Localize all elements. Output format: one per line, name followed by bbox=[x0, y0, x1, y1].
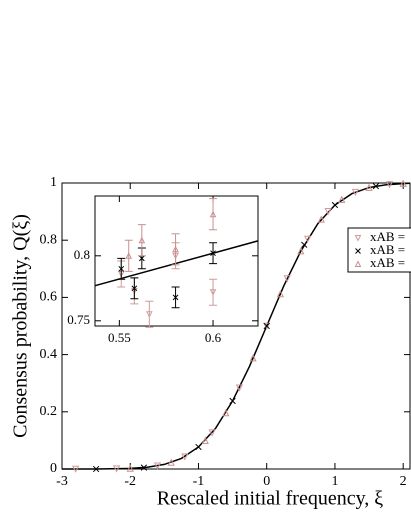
marker bbox=[125, 252, 133, 259]
x-tick-label: 0 bbox=[263, 474, 270, 489]
marker bbox=[301, 241, 308, 248]
marker bbox=[172, 245, 179, 253]
y-tick-label: 0.2 bbox=[40, 404, 58, 419]
marker bbox=[195, 443, 202, 451]
y-tick-label: 1 bbox=[50, 175, 57, 190]
error-bar bbox=[171, 233, 180, 266]
x-tick-label: 2 bbox=[400, 474, 407, 489]
marker bbox=[365, 183, 373, 191]
marker bbox=[208, 429, 216, 437]
x-tick-label: -2 bbox=[124, 474, 136, 489]
marker bbox=[385, 181, 394, 189]
marker bbox=[399, 179, 407, 187]
marker bbox=[201, 436, 209, 444]
marker bbox=[372, 182, 380, 190]
y-axis-label: Consensus probability, Q(ξ) bbox=[10, 214, 32, 438]
marker bbox=[167, 458, 175, 466]
marker bbox=[138, 255, 145, 262]
marker bbox=[297, 247, 305, 255]
legend-marker bbox=[355, 248, 361, 254]
legend-label: xAB = bbox=[370, 229, 405, 244]
marker bbox=[140, 464, 148, 471]
error-bar bbox=[209, 198, 218, 231]
marker bbox=[138, 236, 146, 244]
marker bbox=[283, 275, 291, 283]
marker bbox=[249, 354, 257, 362]
legend-label: xAB = bbox=[370, 242, 405, 257]
marker bbox=[351, 188, 360, 197]
x-tick-label: 0.6 bbox=[205, 330, 222, 345]
x-tick-label: 0.55 bbox=[108, 330, 131, 345]
x-tick-label: -1 bbox=[193, 474, 205, 489]
error-bar bbox=[209, 278, 218, 306]
marker bbox=[331, 201, 339, 209]
marker bbox=[153, 462, 162, 470]
marker bbox=[304, 235, 312, 243]
y-tick-label: 0.4 bbox=[40, 347, 58, 362]
marker bbox=[338, 195, 346, 203]
fit-line bbox=[61, 182, 411, 470]
error-bar bbox=[137, 224, 146, 257]
marker bbox=[209, 289, 217, 296]
marker bbox=[72, 465, 80, 473]
marker bbox=[209, 210, 217, 218]
marker bbox=[276, 290, 284, 298]
fit-line bbox=[94, 240, 259, 287]
legend-marker bbox=[354, 260, 362, 267]
x-tick-label: 1 bbox=[331, 474, 338, 489]
marker bbox=[317, 215, 325, 223]
error-bar bbox=[145, 300, 154, 328]
marker bbox=[222, 409, 230, 417]
y-tick-label: 0.6 bbox=[40, 290, 58, 305]
marker bbox=[146, 311, 153, 318]
marker bbox=[118, 265, 125, 272]
error-bar bbox=[124, 239, 133, 272]
marker bbox=[92, 465, 100, 473]
legend-label: xAB = bbox=[370, 255, 405, 270]
marker bbox=[210, 250, 216, 257]
marker bbox=[324, 208, 332, 216]
marker bbox=[263, 322, 271, 330]
marker bbox=[263, 322, 270, 330]
y-tick-label: 0.8 bbox=[40, 232, 58, 247]
marker bbox=[112, 465, 121, 473]
x-tick-label: -3 bbox=[56, 474, 68, 489]
x-axis-label: Rescaled initial frequency, ξ bbox=[157, 488, 384, 510]
marker bbox=[172, 294, 179, 301]
marker bbox=[126, 464, 134, 472]
y-tick-label: 0.8 bbox=[74, 247, 90, 262]
legend-marker bbox=[354, 235, 362, 242]
marker bbox=[181, 453, 189, 461]
y-tick-label: 0 bbox=[50, 461, 57, 476]
y-tick-label: 0.75 bbox=[67, 312, 90, 327]
marker bbox=[131, 285, 138, 292]
marker bbox=[235, 384, 244, 392]
marker bbox=[229, 397, 236, 405]
